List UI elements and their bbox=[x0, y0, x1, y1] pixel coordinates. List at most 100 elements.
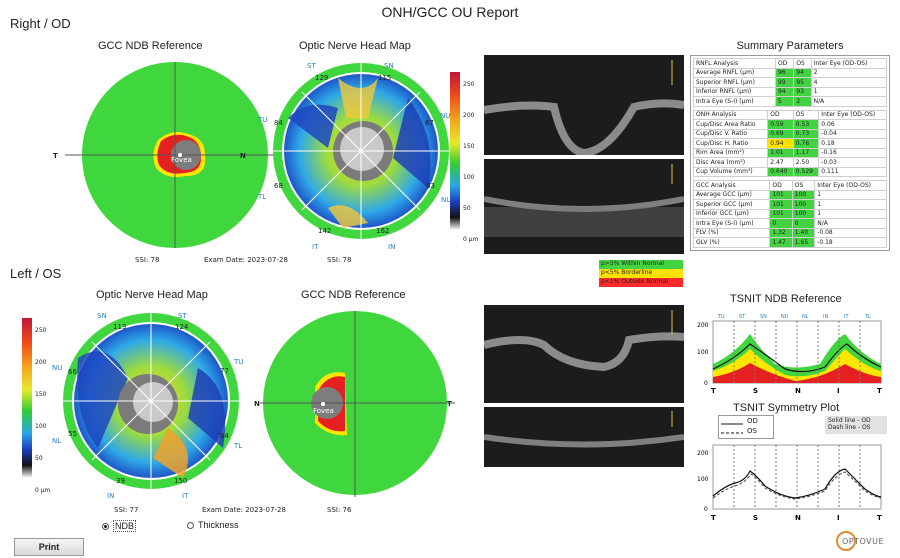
gcc-header-3: Inter Eye (OD-OS) bbox=[814, 180, 887, 191]
sym-xtick-t1: T bbox=[711, 514, 716, 522]
rnfl-cell: Inferior RNFL (µm) bbox=[693, 86, 776, 97]
os-onh-ssi: SSI: 77 bbox=[114, 506, 139, 514]
ndb-legend: p>5% Within Normal p<5% Borderline p<1% … bbox=[599, 260, 683, 287]
print-button[interactable]: Print bbox=[14, 538, 84, 556]
gcc-cell: 1.32 bbox=[769, 227, 793, 238]
right-eye-title: Right / OD bbox=[10, 16, 71, 31]
od-sector-st: ST bbox=[307, 62, 316, 70]
od-sector-it: IT bbox=[312, 243, 319, 251]
os-sector-tu: TU bbox=[234, 358, 244, 366]
gcc-cell: 100 bbox=[791, 189, 816, 200]
rnfl-header-3: Inter Eye (OD-OS) bbox=[810, 58, 888, 69]
gcc-row: Average GCC (µm) 101 100 1 bbox=[692, 189, 887, 200]
os-sector-st: ST bbox=[178, 312, 187, 320]
onh-cell: 2.47 bbox=[767, 157, 794, 168]
onh-row: Cup/Disc V. Ratio 0.69 0.73 -0.04 bbox=[692, 128, 887, 139]
onh-cell: Rim Area (mm²) bbox=[692, 147, 769, 158]
ndb-radio-dot[interactable] bbox=[102, 522, 109, 530]
thickness-radio-dot[interactable] bbox=[187, 521, 194, 529]
od-val-63: 63 bbox=[426, 182, 435, 190]
sym-legend-od: OD bbox=[747, 417, 758, 425]
os-sector-nl: NL bbox=[52, 437, 62, 445]
onh-header-3: Inter Eye (OD-OS) bbox=[818, 109, 887, 120]
tsnit-ndb-chart: 200 100 0 TU ST SN NU NL IN IT TL T S N I T bbox=[697, 314, 882, 395]
od-sector-sn: SN bbox=[384, 62, 394, 70]
gcc-cell: FLV (%) bbox=[692, 227, 771, 238]
ndb-radio[interactable]: NDB bbox=[102, 520, 137, 532]
ndb-ytick-100: 100 bbox=[697, 349, 709, 356]
onh-cell: 2.50 bbox=[792, 157, 820, 168]
onh-cell: 0.59 bbox=[767, 119, 794, 130]
gcc-row: Superior GCC (µm) 101 100 1 bbox=[692, 199, 887, 210]
ndb-xtick-i: I bbox=[837, 387, 840, 395]
os-val-66: 66 bbox=[68, 368, 77, 376]
ndb-sector-tu: TU bbox=[717, 314, 725, 320]
onh-header-0: ONH Analysis bbox=[692, 109, 769, 120]
os-exam-date: Exam Date: 2023-07-28 bbox=[202, 506, 286, 514]
os-oct-onh-scan bbox=[483, 305, 685, 403]
onh-header-1: OD bbox=[767, 109, 794, 120]
sym-xtick-t2: T bbox=[877, 514, 882, 522]
gcc-cell: -0.08 bbox=[814, 227, 887, 238]
gcc-cell: Intra Eye (S-I) (µm) bbox=[692, 218, 771, 229]
sym-legend-os: OS bbox=[747, 427, 757, 435]
os-sector-sn: SN bbox=[97, 312, 107, 320]
gcc-table: GCC Analysis OD OS Inter Eye (OD-OS) Average… bbox=[692, 180, 887, 248]
ndb-sector-nl: NL bbox=[802, 314, 809, 320]
rnfl-cell: 94 bbox=[793, 67, 812, 78]
onh-row: Disc Area (mm²) 2.47 2.50 -0.03 bbox=[692, 157, 887, 168]
rnfl-row: Intra Eye (S-I) (µm) 5 2 N/A bbox=[693, 96, 888, 107]
rnfl-cell: Intra Eye (S-I) (µm) bbox=[693, 96, 776, 107]
ndb-ytick-200: 200 bbox=[697, 322, 709, 329]
sym-ytick-0: 0 bbox=[704, 506, 708, 513]
rnfl-header-1: OD bbox=[774, 58, 795, 69]
sym-xtick-s: S bbox=[753, 514, 758, 522]
gcc-cell: 0 bbox=[791, 218, 816, 229]
od-sector-nu: NU bbox=[440, 112, 451, 120]
ndb-sector-sn: SN bbox=[760, 314, 767, 320]
onh-cell: Cup/Disc H. Ratio bbox=[692, 138, 769, 149]
onh-table: ONH Analysis OD OS Inter Eye (OD-OS) Cup/Dis… bbox=[692, 109, 887, 178]
tsnit-sym-title: TSNIT Symmetry Plot bbox=[733, 402, 840, 414]
onh-cell: 0.53 bbox=[792, 119, 820, 130]
os-val-77: 77 bbox=[220, 367, 229, 375]
gcc-cell: 1 bbox=[814, 208, 887, 219]
gcc-cell: 1 bbox=[814, 199, 887, 210]
onh-cell: 0.18 bbox=[818, 138, 887, 149]
od-sector-in: IN bbox=[388, 243, 396, 251]
od-onh-title: Optic Nerve Head Map bbox=[299, 40, 411, 52]
gcc-row: Intra Eye (S-I) (µm) 0 0 N/A bbox=[692, 218, 887, 229]
rnfl-cell: 4 bbox=[810, 77, 888, 88]
ndb-sector-tl: TL bbox=[864, 314, 871, 320]
sym-ytick-200: 200 bbox=[697, 450, 709, 457]
sym-ytick-100: 100 bbox=[697, 476, 709, 483]
gcc-cell: 1.40 bbox=[791, 227, 816, 238]
onh-header-2: OS bbox=[792, 109, 820, 120]
od-exam-date: Exam Date: 2023-07-28 bbox=[204, 256, 288, 264]
sym-legend: OD OS bbox=[718, 415, 774, 439]
os-gcc-n-label: N bbox=[254, 400, 260, 408]
os-colorbar-ticks: 250 200 150 100 50 0 µm bbox=[35, 327, 51, 494]
rnfl-header-2: OS bbox=[793, 58, 812, 69]
os-onh-title: Optic Nerve Head Map bbox=[96, 289, 208, 301]
thickness-radio[interactable]: Thickness bbox=[187, 520, 239, 530]
rnfl-cell: Average RNFL (µm) bbox=[693, 67, 776, 78]
rnfl-cell: 99 bbox=[774, 77, 795, 88]
ndb-ytick-0: 0 bbox=[704, 380, 708, 387]
gcc-row: GLV (%) 1.47 1.65 -0.18 bbox=[692, 237, 887, 248]
gcc-cell: Superior GCC (µm) bbox=[692, 199, 771, 210]
rnfl-cell: 95 bbox=[793, 77, 812, 88]
od-fovea-label: Fovea bbox=[171, 156, 192, 164]
rnfl-cell: 5 bbox=[774, 96, 795, 107]
rnfl-table: RNFL Analysis OD OS Inter Eye (OD-OS) Averag… bbox=[693, 58, 888, 107]
onh-cell: 0.94 bbox=[767, 138, 794, 149]
od-sector-tu: TU bbox=[258, 116, 268, 124]
os-sector-in: IN bbox=[107, 492, 115, 500]
od-val-142: 142 bbox=[318, 227, 332, 235]
os-val-55: 55 bbox=[68, 430, 77, 438]
od-val-162: 162 bbox=[376, 227, 390, 235]
os-oct-macula-scan bbox=[483, 407, 685, 467]
onh-cell: 0.111 bbox=[818, 166, 887, 177]
gcc-cell: 1 bbox=[814, 189, 887, 200]
os-gcc-ssi: SSI: 76 bbox=[327, 506, 352, 514]
